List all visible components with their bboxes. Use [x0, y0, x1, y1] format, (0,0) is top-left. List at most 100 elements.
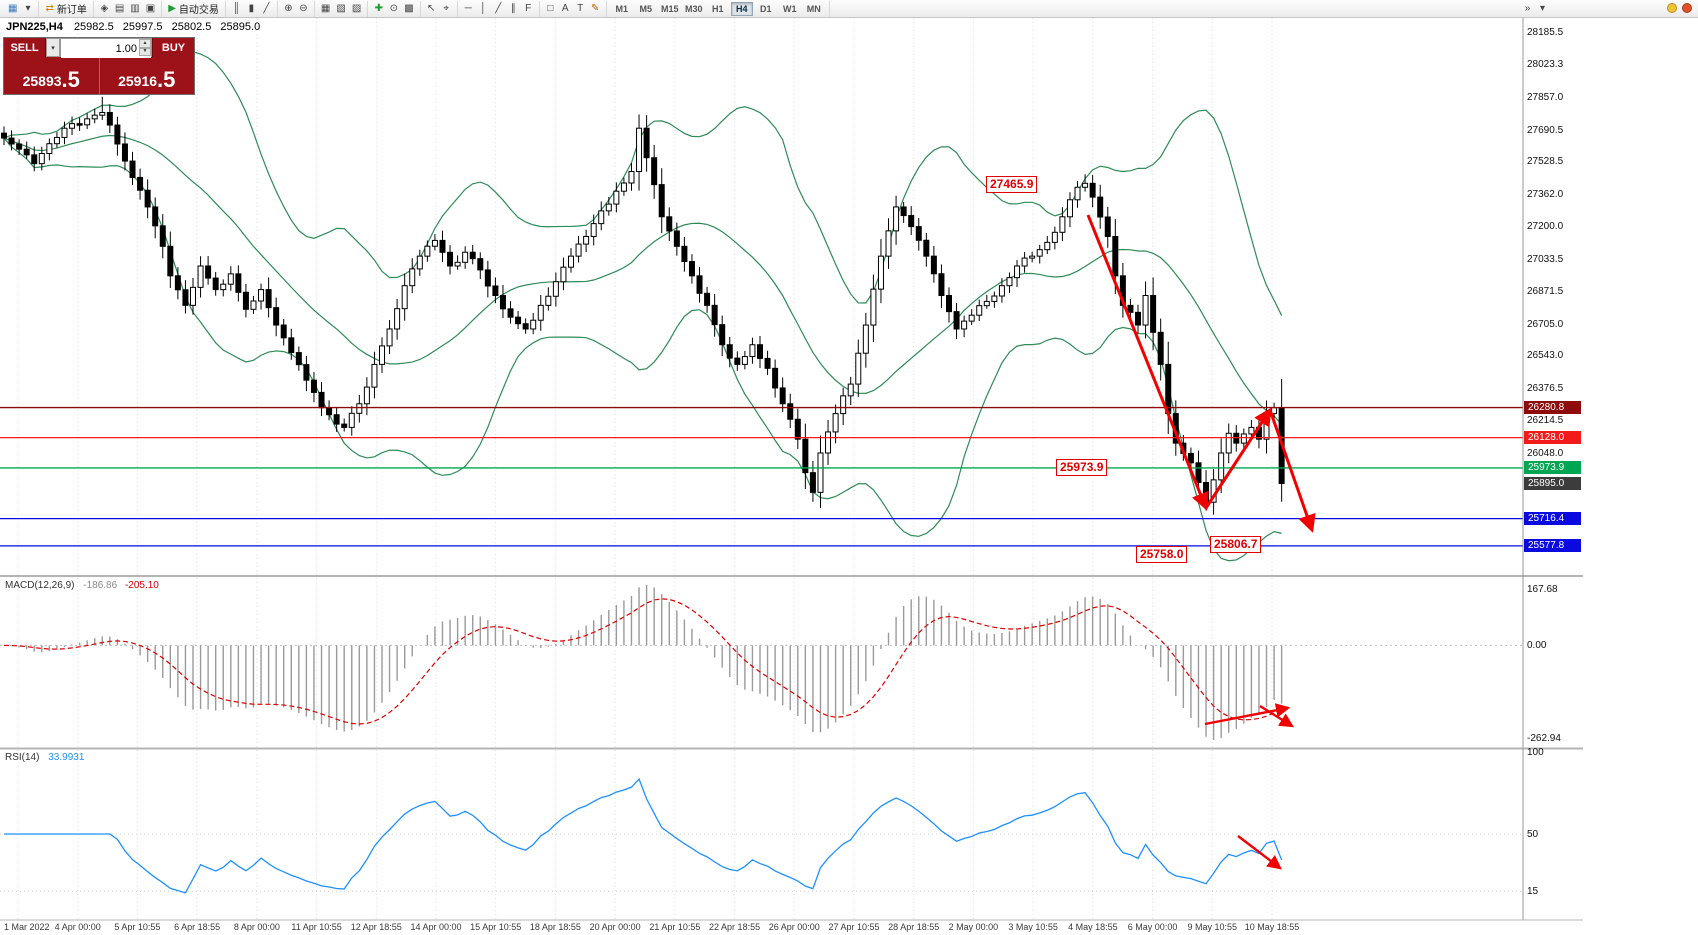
- market-watch-button[interactable]: ▥: [127, 1, 142, 16]
- volume-down-button[interactable]: ▼: [139, 47, 151, 56]
- price-annotation[interactable]: 25973.9: [1056, 459, 1108, 476]
- price-tick: 15: [1527, 885, 1539, 897]
- period-m30-button[interactable]: M30: [683, 2, 705, 16]
- vertical-line-tool-icon: │: [480, 2, 487, 14]
- trend-arrow[interactable]: [1237, 835, 1282, 870]
- status-dot-red-icon[interactable]: [1682, 3, 1692, 13]
- trend-arrow[interactable]: [1268, 409, 1316, 533]
- toolbar-group: ─ │ ╱ ∥ F: [458, 0, 540, 17]
- zoom-in-button[interactable]: ⊕: [281, 1, 296, 16]
- period-d1-button[interactable]: D1: [755, 2, 777, 16]
- chart-list-dropdown-button[interactable]: ▾: [20, 1, 35, 16]
- timeframe-buttons: M1 M5 M15 M30 H1 H4 D1 W1 MN: [607, 0, 830, 17]
- toolbar: ▦ ▾ ⇄ 新订单 ◈ ▤ ▥ ▣ ▶ 自动交易 ║ ▮ ╱ ⊕ ⊖ ▦ ▧ ▨ ✚ ⊙ ▩ ↖ ⌖ ─ │ ╱ ∥ F □ A T ✎ M1…: [0, 0, 1698, 18]
- indicators-button[interactable]: ✚: [371, 1, 386, 16]
- period-selector-icon: ⊙: [389, 2, 398, 14]
- chart-candlesticks-button[interactable]: ▮: [244, 1, 259, 16]
- period-w1-button[interactable]: W1: [779, 2, 801, 16]
- new-order-label: 新订单: [56, 5, 87, 16]
- draw-color-icon: ✎: [591, 2, 600, 14]
- label-tool-button[interactable]: T: [573, 1, 588, 16]
- price-annotation[interactable]: 27465.9: [986, 176, 1038, 193]
- trade-controls-row: SELL ▾ ▲ ▼ BUY: [4, 38, 194, 58]
- price-tick: 27690.5: [1527, 124, 1564, 136]
- price-annotation[interactable]: 25806.7: [1210, 536, 1262, 553]
- new-chart-button[interactable]: ▦: [5, 1, 20, 16]
- trend-arrow[interactable]: [1086, 214, 1209, 511]
- history-center-button[interactable]: ▤: [112, 1, 127, 16]
- period-mn-button[interactable]: MN: [803, 2, 825, 16]
- period-m1-button[interactable]: M1: [611, 2, 633, 16]
- auto-arrange-icon: ▧: [336, 2, 346, 14]
- period-m15-button[interactable]: M15: [659, 2, 681, 16]
- ohlc-low: 25802.5: [171, 21, 212, 33]
- strategy-tester-button[interactable]: ▣: [143, 1, 158, 16]
- templates-button[interactable]: ▩: [401, 1, 416, 16]
- time-tick: 27 Apr 10:55: [828, 922, 880, 932]
- auto-trade-label: 自动交易: [178, 5, 219, 16]
- cursor-button[interactable]: ↖: [424, 1, 439, 16]
- new-chart-icon: ▦: [8, 2, 18, 14]
- new-order-button[interactable]: ⇄ 新订单: [42, 1, 89, 17]
- buy-price[interactable]: 25916 .5: [99, 57, 194, 94]
- volume-dropdown-button[interactable]: ▾: [46, 38, 60, 57]
- period-h4-button[interactable]: H4: [730, 1, 753, 16]
- crosshair-button[interactable]: ⌖: [439, 1, 454, 16]
- toolbar-group: ⇄ 新订单: [39, 0, 94, 17]
- buy-price-pips: .5: [157, 67, 176, 92]
- navigator-button[interactable]: ◈: [97, 1, 112, 16]
- trade-prices-row: 25893 .5 25916 .5: [4, 57, 194, 94]
- symbol-ohlc-info: JPN225,H4 25982.5 25997.5 25802.5 25895.…: [6, 21, 266, 33]
- channel-tool-button[interactable]: ∥: [506, 1, 521, 16]
- text-tool-button[interactable]: A: [558, 1, 573, 16]
- tile-windows-button[interactable]: ▦: [318, 1, 333, 16]
- buy-button[interactable]: BUY: [152, 38, 194, 57]
- price-annotation[interactable]: 25758.0: [1136, 546, 1188, 563]
- period-h1-button[interactable]: H1: [707, 2, 729, 16]
- draw-color-button[interactable]: ✎: [588, 1, 603, 16]
- price-tick: 27528.5: [1527, 156, 1564, 168]
- price-tick: 27362.0: [1527, 189, 1564, 201]
- time-tick: 8 Apr 00:00: [233, 922, 280, 932]
- toolbar-options-button[interactable]: ▾: [1535, 1, 1550, 16]
- price-tick: 28185.5: [1527, 27, 1564, 39]
- horizontal-level-lines[interactable]: [0, 406, 1523, 547]
- vertical-line-tool-button[interactable]: │: [476, 1, 491, 16]
- volume-input[interactable]: [61, 40, 151, 58]
- shapes-tool-button[interactable]: □: [543, 1, 558, 16]
- trend-arrows[interactable]: [1086, 214, 1316, 870]
- bollinger-bands: [3, 51, 1283, 562]
- toolbar-overflow-button[interactable]: »: [1520, 1, 1535, 16]
- zoom-out-button[interactable]: ⊖: [296, 1, 311, 16]
- chart-bars-button[interactable]: ║: [229, 1, 244, 16]
- price-tick: 26543.0: [1527, 350, 1564, 362]
- market-watch-icon: ▥: [130, 2, 140, 14]
- volume-up-button[interactable]: ▲: [139, 39, 151, 48]
- trend-arrow[interactable]: [1259, 704, 1295, 728]
- auto-trade-button[interactable]: ▶ 自动交易: [165, 1, 222, 17]
- chart-list-dropdown-icon: ▾: [25, 2, 31, 14]
- macd-indicator: [0, 585, 1523, 740]
- period-selector-button[interactable]: ⊙: [386, 1, 401, 16]
- new-order-icon: ⇄: [45, 2, 54, 14]
- period-m5-button[interactable]: M5: [635, 2, 657, 16]
- sell-button[interactable]: SELL: [4, 38, 46, 57]
- toolbar-group: ✚ ⊙ ▩: [368, 0, 421, 17]
- macd-indicator-label: MACD(12,26,9) -186.86 -205.10: [5, 580, 159, 591]
- one-click-trading-panel: SELL ▾ ▲ ▼ BUY 25893 .5 25916 .5: [3, 37, 195, 95]
- cascade-windows-button[interactable]: ▨: [349, 1, 364, 16]
- zoom-out-icon: ⊖: [299, 2, 308, 14]
- trendline-tool-button[interactable]: ╱: [491, 1, 506, 16]
- status-dot-yellow-icon[interactable]: [1667, 3, 1677, 13]
- price-tick: 26871.5: [1527, 285, 1564, 297]
- trend-arrow[interactable]: [1204, 407, 1272, 509]
- fibonacci-tool-button[interactable]: F: [521, 1, 536, 16]
- auto-arrange-button[interactable]: ▧: [333, 1, 348, 16]
- trend-arrow[interactable]: [1204, 703, 1291, 726]
- sell-price[interactable]: 25893 .5: [4, 57, 100, 94]
- horizontal-line-tool-button[interactable]: ─: [461, 1, 476, 16]
- chart-bars-icon: ║: [232, 2, 240, 14]
- chart-line-button[interactable]: ╱: [259, 1, 274, 16]
- pane-frames: [0, 18, 1583, 921]
